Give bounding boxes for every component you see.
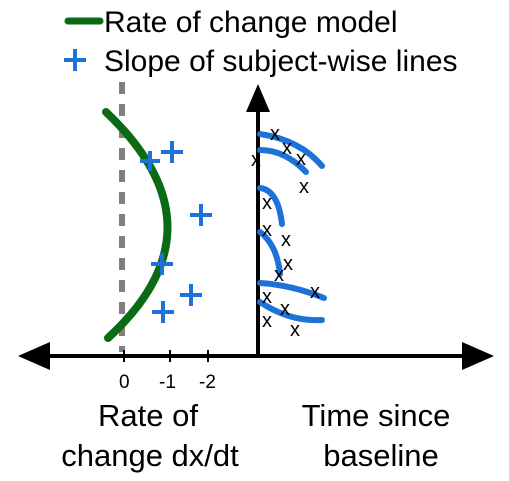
observation-marker: x [262, 310, 272, 332]
time-axis-label-line2: baseline [323, 438, 438, 473]
slope-plus-icon [140, 151, 160, 171]
observation-marker: x [296, 148, 306, 170]
vertical-axis [246, 84, 270, 358]
trajectory-5 [257, 280, 327, 301]
observation-marker: x [283, 253, 293, 275]
observation-marker: x [251, 149, 261, 171]
subject-trajectories [257, 131, 327, 324]
observation-marker: x [274, 264, 284, 286]
observation-marker: x [280, 298, 290, 320]
rate-of-change-model-curve [102, 108, 172, 342]
observation-marker: x [310, 281, 320, 303]
slope-plus-icon [161, 141, 183, 163]
time-axis-label-line1: Time since [302, 398, 451, 433]
rate-axis-label-line2: change dx/dt [61, 438, 239, 473]
trajectory-2 [257, 147, 309, 175]
observation-marker: x [281, 229, 291, 251]
trajectory-3 [257, 185, 285, 227]
observation-marker: x [270, 123, 280, 145]
horizontal-axis-left-arrow-icon [18, 342, 50, 370]
legend-model-label: Rate of change model [104, 6, 398, 39]
slope-plus-icon [151, 253, 173, 275]
legend-slope-plus-icon [64, 49, 86, 71]
observation-marker: x [262, 219, 272, 241]
trajectory-4 [257, 229, 283, 277]
slope-plus-icon [152, 301, 174, 323]
horizontal-axis-right-arrow-icon [462, 342, 494, 370]
horizontal-axis [18, 342, 494, 370]
slope-plus-icon [180, 284, 202, 306]
vertical-axis-up-arrow-icon [246, 84, 270, 112]
subject-slope-markers [140, 141, 212, 323]
slope-plus-icon [190, 204, 212, 226]
legend: Rate of change model Slope of subject-wi… [64, 6, 458, 78]
trajectory-6 [257, 299, 325, 324]
trajectory-1 [257, 131, 325, 169]
observation-marker: x [282, 137, 292, 159]
observation-marker: x [262, 286, 272, 308]
tick-label-minus-1: -1 [159, 372, 176, 393]
rate-axis-ticks [123, 350, 209, 362]
observation-marker: x [262, 192, 272, 214]
observation-marker: x [299, 176, 309, 198]
legend-slope-label: Slope of subject-wise lines [104, 45, 458, 78]
observation-markers: x x x x x x x x x x x x x x x [251, 123, 320, 341]
tick-label-minus-2: -2 [199, 372, 216, 393]
observation-marker: x [290, 319, 300, 341]
rate-axis-label-line1: Rate of [98, 398, 198, 433]
tick-label-0: 0 [119, 372, 130, 393]
